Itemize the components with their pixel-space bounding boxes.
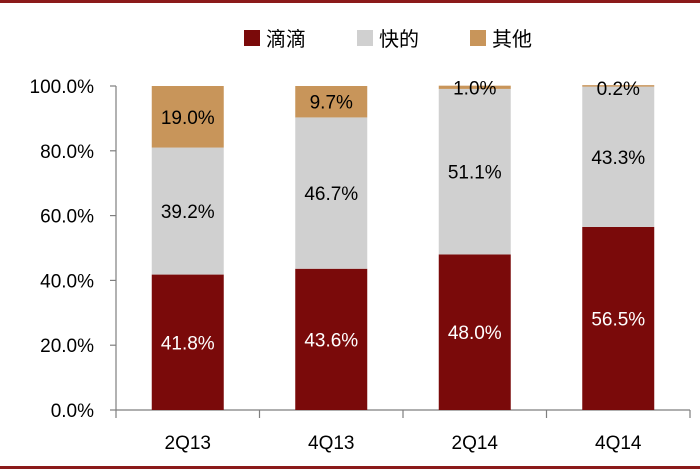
legend-label: 滴滴 — [266, 27, 306, 51]
x-tick-label: 2Q14 — [452, 433, 499, 454]
data-label: 51.1% — [448, 163, 502, 184]
bar-segment-1-4Q14 — [582, 226, 655, 410]
data-label: 46.7% — [304, 184, 358, 205]
bar-segment-3-4Q14 — [582, 85, 655, 87]
y-tick-label: 0.0% — [51, 401, 94, 422]
y-tick-label: 80.0% — [40, 142, 94, 163]
data-label: 1.0% — [453, 79, 496, 100]
legend-swatch — [470, 30, 486, 46]
x-tick-label: 4Q14 — [595, 433, 642, 454]
bar-segment-1-4Q13 — [295, 268, 368, 410]
legend-label: 快的 — [379, 27, 419, 51]
bar-segment-2-2Q14 — [438, 88, 511, 255]
y-tick-label: 60.0% — [40, 207, 94, 228]
data-label: 56.5% — [591, 309, 645, 330]
bar-segment-3-4Q13 — [295, 86, 368, 118]
legend-swatch — [357, 30, 373, 46]
legend-label: 其他 — [492, 27, 532, 51]
y-tick-label: 20.0% — [40, 336, 94, 357]
bar-segment-1-2Q13 — [151, 274, 224, 410]
bar-segment-1-2Q14 — [438, 254, 511, 410]
bar-segment-2-4Q13 — [295, 117, 368, 269]
y-tick-label: 40.0% — [40, 271, 94, 292]
y-tick-label: 100.0% — [30, 77, 95, 98]
data-label: 39.2% — [161, 202, 215, 223]
data-label: 41.8% — [161, 333, 215, 354]
data-label: 9.7% — [310, 93, 353, 114]
bar-segment-2-2Q13 — [151, 147, 224, 275]
legend-swatch — [244, 30, 260, 46]
bar-segment-2-4Q14 — [582, 86, 655, 227]
data-label: 0.2% — [597, 79, 640, 100]
bar-segment-3-2Q13 — [151, 86, 224, 148]
x-tick-label: 2Q13 — [165, 433, 211, 454]
data-label: 19.0% — [161, 108, 215, 129]
data-label: 43.6% — [304, 330, 358, 351]
data-label: 43.3% — [591, 148, 645, 169]
x-tick-label: 4Q13 — [308, 433, 354, 454]
data-label: 48.0% — [448, 323, 502, 344]
bar-segment-3-2Q14 — [438, 85, 511, 89]
